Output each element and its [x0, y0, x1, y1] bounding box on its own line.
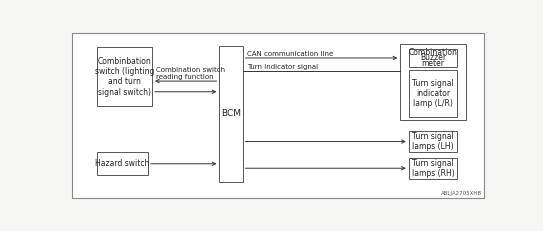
Text: Buzzer: Buzzer	[420, 53, 446, 62]
FancyBboxPatch shape	[72, 33, 484, 198]
Text: ABLJA2705XHB: ABLJA2705XHB	[441, 191, 482, 196]
FancyBboxPatch shape	[97, 152, 148, 175]
Text: Turn signal
indicator
lamp (L/R): Turn signal indicator lamp (L/R)	[412, 79, 454, 108]
Text: Turn signal
lamps (LH): Turn signal lamps (LH)	[412, 132, 454, 151]
Text: Hazard switch: Hazard switch	[96, 159, 150, 168]
Text: Turn signal
lamps (RH): Turn signal lamps (RH)	[412, 158, 454, 178]
Text: Turn indicator signal: Turn indicator signal	[247, 64, 318, 70]
Text: CAN communication line: CAN communication line	[247, 51, 333, 57]
FancyBboxPatch shape	[97, 47, 152, 106]
Text: BCM: BCM	[221, 109, 241, 119]
FancyBboxPatch shape	[409, 158, 457, 179]
FancyBboxPatch shape	[409, 70, 457, 117]
FancyBboxPatch shape	[409, 49, 457, 67]
Text: Combinbation
switch (lighting
and turn
signal switch): Combinbation switch (lighting and turn s…	[95, 57, 154, 97]
Text: Combination
meter: Combination meter	[408, 48, 457, 68]
FancyBboxPatch shape	[219, 46, 243, 182]
FancyBboxPatch shape	[409, 131, 457, 152]
FancyBboxPatch shape	[400, 44, 465, 120]
Text: Combination switch
reading function: Combination switch reading function	[156, 67, 225, 80]
